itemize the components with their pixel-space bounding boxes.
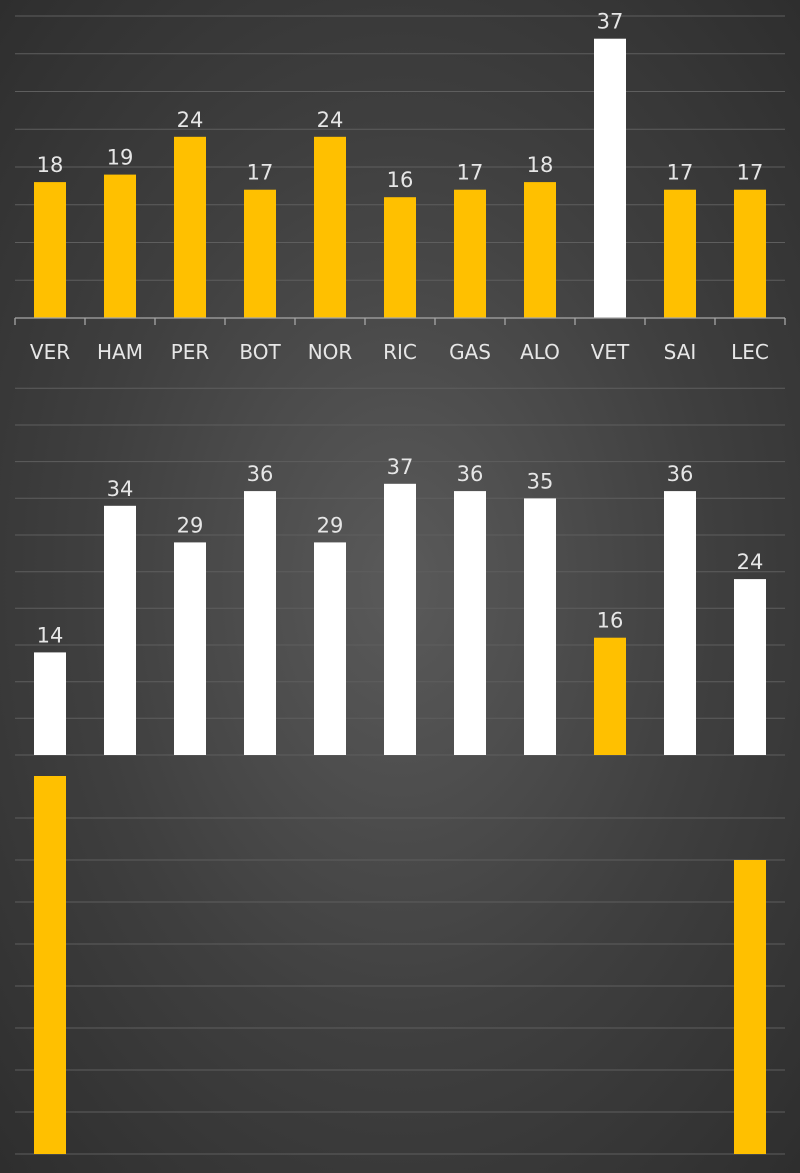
bar-top-vet — [594, 38, 626, 318]
data-label: 36 — [667, 462, 694, 486]
bar-mid-per — [174, 542, 206, 755]
data-label: 18 — [37, 153, 64, 177]
category-label: GAS — [449, 340, 491, 364]
data-label: 14 — [37, 623, 64, 647]
bar-mid-nor — [314, 542, 346, 755]
bar-top-ric — [384, 197, 416, 318]
data-label: 29 — [317, 513, 344, 537]
data-label: 29 — [177, 513, 204, 537]
bar-top-per — [174, 136, 206, 318]
bar-top-lec — [734, 189, 766, 318]
bar-top-sai — [664, 189, 696, 318]
category-label: LEC — [731, 340, 769, 364]
bar-mid-bot — [244, 491, 276, 755]
data-label: 17 — [737, 161, 764, 185]
bar-mid-lec — [734, 579, 766, 755]
bar-top-ver — [34, 182, 66, 318]
bar-bottom-ver — [34, 776, 66, 1154]
data-label: 17 — [667, 161, 694, 185]
bar-mid-ric — [384, 483, 416, 755]
data-label: 17 — [457, 161, 484, 185]
category-label: HAM — [97, 340, 143, 364]
data-label: 35 — [527, 469, 554, 493]
bar-mid-ver — [34, 652, 66, 755]
data-label: 36 — [457, 462, 484, 486]
bar-mid-alo — [524, 498, 556, 755]
category-label: BOT — [239, 340, 281, 364]
bar-top-bot — [244, 189, 276, 318]
data-label: 17 — [247, 161, 274, 185]
bar-top-gas — [454, 189, 486, 318]
data-label: 24 — [177, 108, 204, 132]
data-label: 24 — [737, 550, 764, 574]
category-label: PER — [171, 340, 210, 364]
bar-top-nor — [314, 136, 346, 318]
bar-mid-vet — [594, 637, 626, 755]
data-label: 24 — [317, 108, 344, 132]
data-label: 37 — [387, 455, 414, 479]
data-label: 36 — [247, 462, 274, 486]
bar-top-ham — [104, 174, 136, 318]
category-label: ALO — [520, 340, 560, 364]
data-label: 19 — [107, 146, 134, 170]
category-label: VET — [591, 340, 630, 364]
category-label: VER — [30, 340, 70, 364]
category-label: NOR — [308, 340, 353, 364]
bar-bottom-lec — [734, 860, 766, 1154]
data-label: 16 — [597, 609, 624, 633]
data-label: 34 — [107, 477, 134, 501]
data-label: 18 — [527, 153, 554, 177]
bar-mid-ham — [104, 505, 136, 755]
data-label: 37 — [597, 10, 624, 34]
data-label: 16 — [387, 168, 414, 192]
bar-top-alo — [524, 182, 556, 318]
category-label: RIC — [383, 340, 417, 364]
bar-mid-gas — [454, 491, 486, 755]
bar-mid-sai — [664, 491, 696, 755]
category-label: SAI — [664, 340, 697, 364]
